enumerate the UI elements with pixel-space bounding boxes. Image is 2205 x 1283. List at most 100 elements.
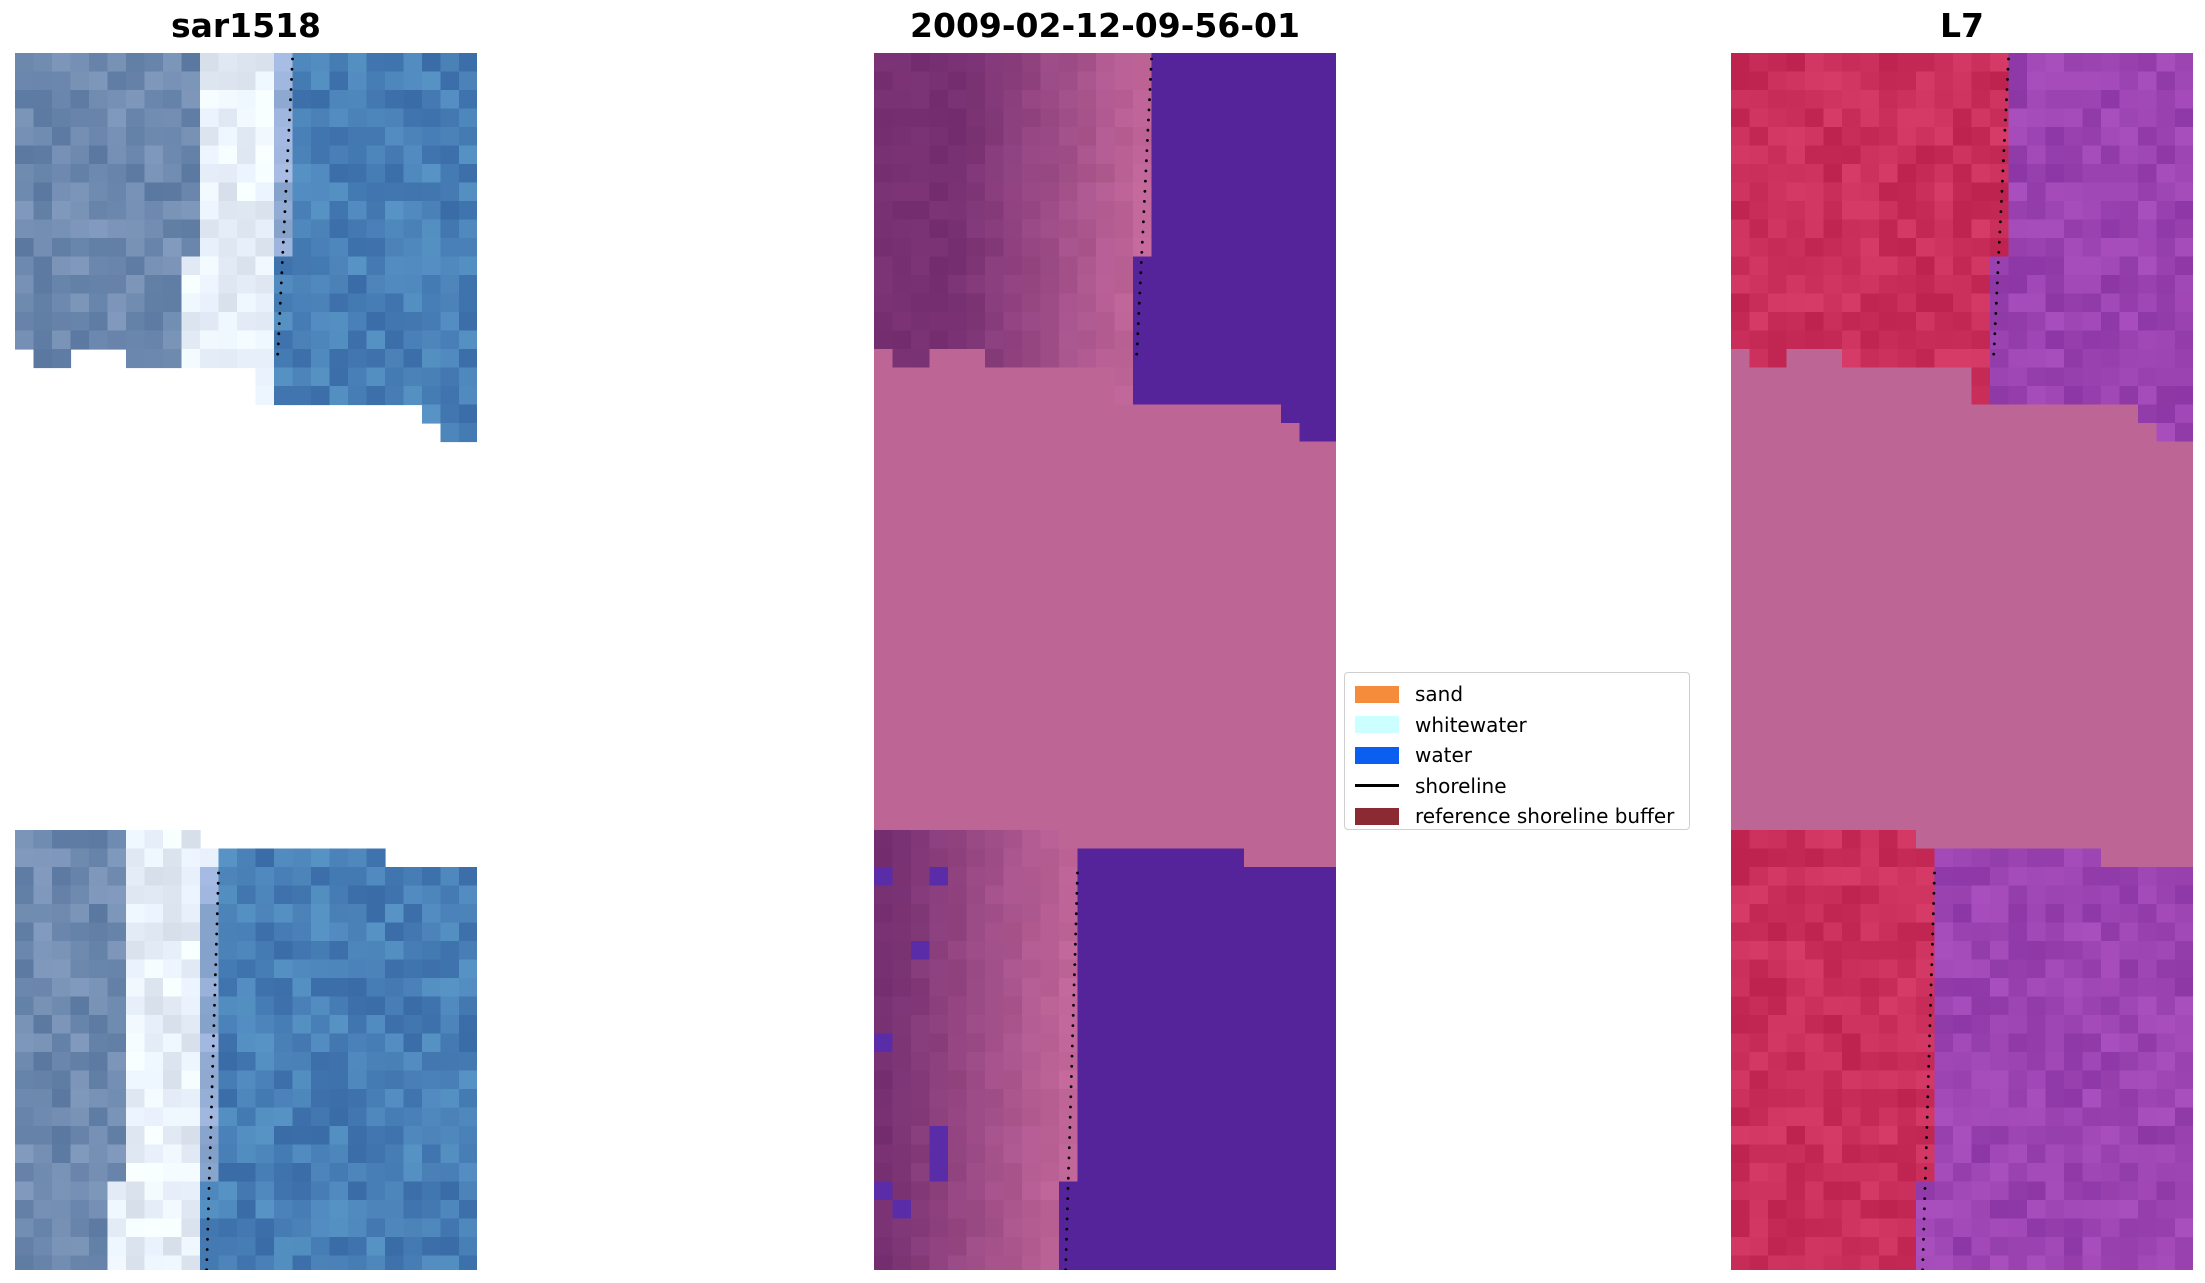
raster-pixel xyxy=(1114,1218,1134,1238)
raster-pixel xyxy=(274,1033,294,1053)
shoreline-point xyxy=(215,912,219,916)
raster-pixel xyxy=(2027,996,2047,1016)
raster-pixel xyxy=(1786,941,1806,961)
raster-pixel xyxy=(966,978,986,998)
nodata-pixel xyxy=(1114,626,1134,646)
raster-pixel xyxy=(1077,275,1097,295)
nodata-pixel xyxy=(2175,793,2193,813)
raster-pixel xyxy=(1897,1126,1917,1146)
raster-pixel xyxy=(292,1070,312,1090)
raster-pixel xyxy=(255,293,275,313)
raster-pixel xyxy=(1934,1126,1954,1146)
raster-pixel xyxy=(89,922,109,942)
raster-pixel xyxy=(1114,1126,1134,1146)
raster-pixel xyxy=(15,1126,35,1146)
raster-pixel xyxy=(366,127,386,147)
nodata-pixel xyxy=(874,386,894,406)
nodata-pixel xyxy=(1114,497,1134,517)
raster-pixel xyxy=(985,1015,1005,1035)
raster-pixel xyxy=(1151,312,1171,332)
raster-pixel xyxy=(1262,219,1282,239)
raster-pixel xyxy=(237,256,257,276)
raster-pixel xyxy=(329,1015,349,1035)
raster-pixel xyxy=(1151,127,1171,147)
nodata-pixel xyxy=(2138,423,2158,443)
raster-pixel xyxy=(70,275,90,295)
raster-pixel xyxy=(1823,959,1843,979)
nodata-pixel xyxy=(2045,793,2065,813)
raster-pixel xyxy=(1953,53,1973,73)
nodata-pixel xyxy=(2008,626,2028,646)
raster-pixel xyxy=(2119,959,2139,979)
shoreline-point xyxy=(1930,973,1933,977)
raster-pixel xyxy=(403,1015,423,1035)
raster-pixel xyxy=(422,164,442,184)
raster-pixel xyxy=(1114,1163,1134,1183)
raster-pixel xyxy=(292,182,312,202)
raster-pixel xyxy=(948,941,968,961)
raster-pixel xyxy=(1207,1237,1227,1257)
raster-pixel xyxy=(1003,238,1023,258)
raster-pixel xyxy=(2045,312,2065,332)
nodata-pixel xyxy=(1151,478,1171,498)
nodata-pixel xyxy=(1207,460,1227,480)
raster-pixel xyxy=(422,404,442,424)
nodata-pixel xyxy=(1879,737,1899,757)
raster-pixel xyxy=(1731,293,1751,313)
nodata-pixel xyxy=(874,515,894,535)
nodata-pixel xyxy=(1151,793,1171,813)
raster-pixel xyxy=(422,1200,442,1220)
raster-pixel xyxy=(1040,1163,1060,1183)
raster-pixel xyxy=(255,127,275,147)
raster-pixel xyxy=(1916,71,1936,91)
raster-pixel xyxy=(966,1126,986,1146)
raster-pixel xyxy=(1971,1218,1991,1238)
raster-pixel xyxy=(874,1126,894,1146)
nodata-pixel xyxy=(2064,460,2084,480)
raster-pixel xyxy=(1860,959,1880,979)
raster-pixel xyxy=(1990,1163,2010,1183)
raster-pixel xyxy=(2101,238,2121,258)
raster-pixel xyxy=(1953,145,1973,165)
shoreline-point xyxy=(1135,342,1139,346)
raster-pixel xyxy=(1299,1255,1319,1270)
raster-pixel xyxy=(15,904,35,924)
raster-pixel xyxy=(874,959,894,979)
nodata-pixel xyxy=(1114,774,1134,794)
nodata-pixel xyxy=(2175,719,2193,739)
raster-pixel xyxy=(1133,1181,1153,1201)
nodata-pixel xyxy=(2064,626,2084,646)
nodata-pixel xyxy=(929,663,949,683)
raster-pixel xyxy=(1114,867,1134,887)
raster-pixel xyxy=(311,256,331,276)
nodata-pixel xyxy=(2008,515,2028,535)
raster-pixel xyxy=(985,904,1005,924)
nodata-pixel xyxy=(1188,441,1208,461)
shoreline-point xyxy=(1145,149,1149,152)
nodata-pixel xyxy=(1114,700,1134,720)
raster-pixel xyxy=(52,1052,72,1072)
nodata-pixel xyxy=(1133,756,1153,776)
raster-pixel xyxy=(2064,71,2084,91)
raster-pixel xyxy=(1916,904,1936,924)
raster-pixel xyxy=(89,996,109,1016)
raster-pixel xyxy=(2082,1144,2102,1164)
raster-pixel xyxy=(2119,1218,2139,1238)
nodata-pixel xyxy=(1916,534,1936,554)
raster-pixel xyxy=(2045,1255,2065,1270)
raster-pixel xyxy=(440,1163,460,1183)
raster-pixel xyxy=(329,1144,349,1164)
nodata-pixel xyxy=(2045,515,2065,535)
nodata-pixel xyxy=(1823,626,1843,646)
raster-pixel xyxy=(1897,922,1917,942)
raster-pixel xyxy=(1990,386,2010,406)
nodata-pixel xyxy=(1842,719,1862,739)
raster-pixel xyxy=(1953,201,1973,221)
nodata-pixel xyxy=(2064,663,2084,683)
raster-pixel xyxy=(1842,275,1862,295)
raster-pixel xyxy=(1003,1255,1023,1270)
raster-pixel xyxy=(1768,1237,1788,1257)
raster-pixel xyxy=(2008,1255,2028,1270)
raster-pixel xyxy=(1879,1089,1899,1109)
raster-pixel xyxy=(1749,959,1769,979)
